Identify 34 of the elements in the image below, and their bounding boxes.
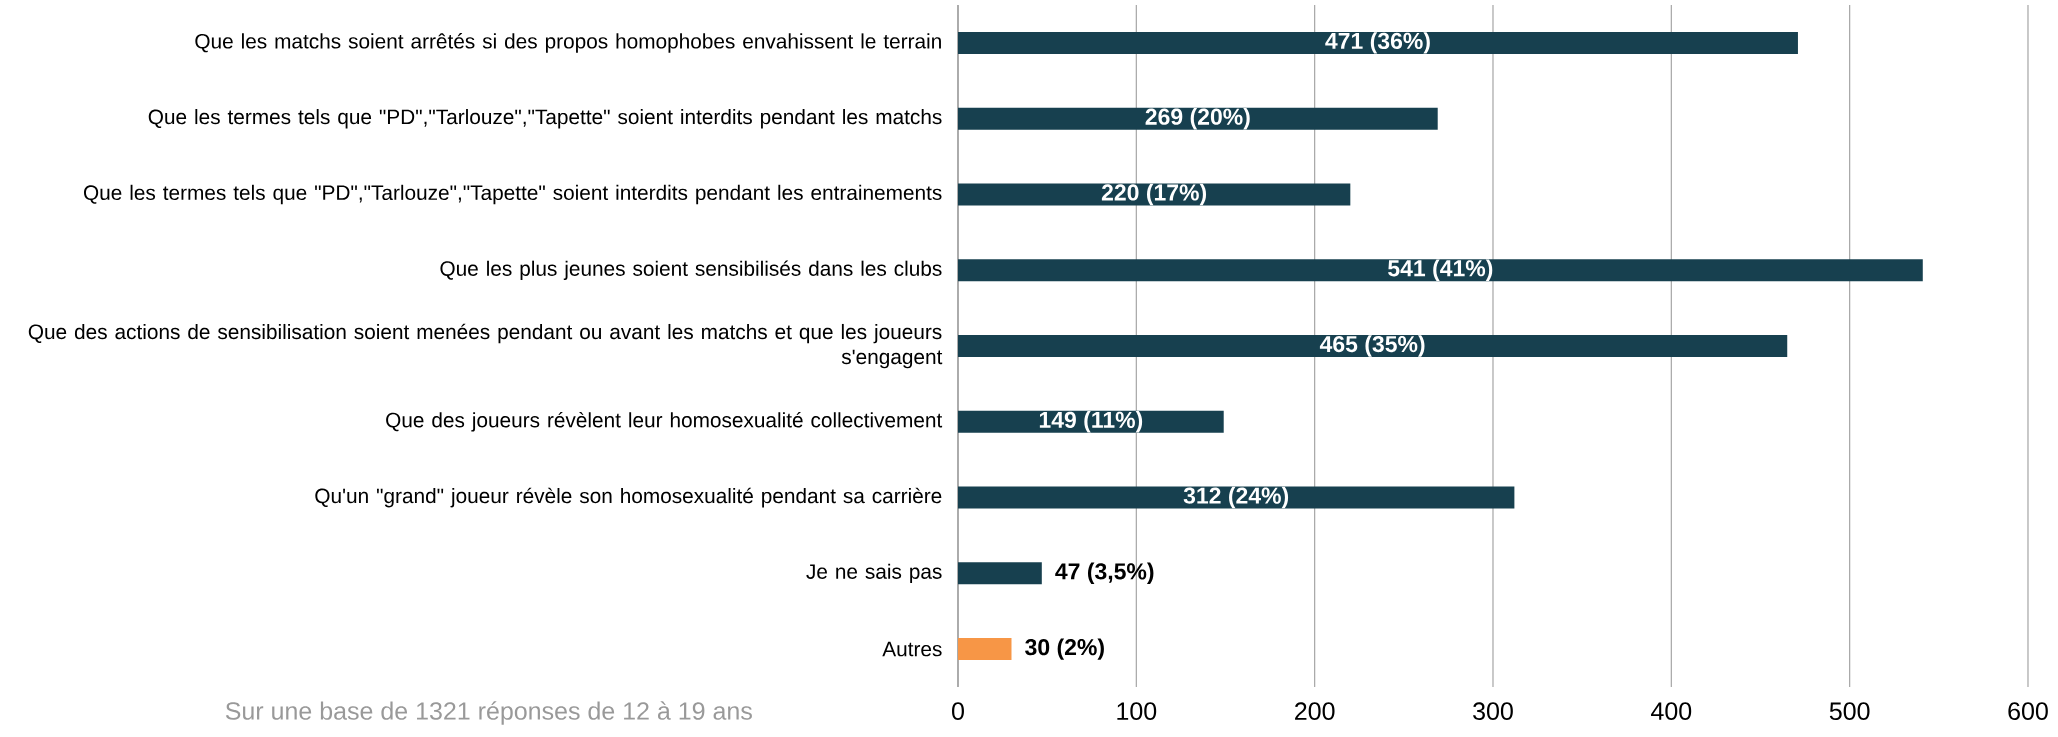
y-tick-label: Qu'un "grand" joueur révèle son homosexualité pendant sa carrière xyxy=(315,487,942,508)
data-label: 471 (36%) xyxy=(1325,32,1430,54)
data-label: 269 (20%) xyxy=(1145,107,1250,130)
bar xyxy=(958,335,1788,357)
x-tick-label: 400 xyxy=(1651,702,1692,721)
y-tick-label: Que les termes tels que "PD","Tarlouze","Tapette" soient interdits pendant les entrainements xyxy=(83,184,942,205)
bar xyxy=(958,259,1923,282)
data-label: 47 (3,5%) xyxy=(1055,562,1154,585)
data-label: 149 (11%) xyxy=(1039,411,1143,433)
x-tick-label: 600 xyxy=(2008,702,2048,721)
y-tick-label: Autres xyxy=(882,641,942,657)
y-tick-label: Que les matchs soient arrêtés si des propos homophobes envahissent le terrain xyxy=(195,33,941,53)
bar xyxy=(958,562,1042,585)
x-tick-label: 300 xyxy=(1473,702,1513,721)
data-label: 541 (41%) xyxy=(1388,259,1493,281)
data-label: 220 (17%) xyxy=(1101,183,1207,206)
data-label: 312 (24%) xyxy=(1183,486,1289,509)
bar xyxy=(958,107,1438,130)
data-label: 30 (2%) xyxy=(1025,638,1104,660)
x-tick-label: 500 xyxy=(1829,702,1870,721)
bar xyxy=(958,31,1798,54)
x-tick-label: 0 xyxy=(952,702,964,721)
bar xyxy=(958,638,1012,661)
y-tick-label: Que les plus jeunes soient sensibilisés dans les clubs xyxy=(440,260,942,281)
text: Sur une base de 1321 réponses de 12 à 19 ans xyxy=(225,701,752,725)
bar xyxy=(958,183,1351,206)
x-tick-label: 200 xyxy=(1295,702,1335,721)
y-tick-label: Que des joueurs révèlent leur homosexualité collectivement xyxy=(386,411,943,432)
x-tick-label: 100 xyxy=(1117,702,1157,721)
data-label: 465 (35%) xyxy=(1319,335,1425,357)
y-tick-label: Je ne sais pas xyxy=(806,563,942,584)
y-tick-label: Que des actions de sensibilisation soient menées pendant ou avant les matchs et que les joueurs s'engagent xyxy=(28,323,943,369)
y-tick-label: Que les termes tels que "PD","Tarlouze","Tapette" soient interdits pendant les matchs xyxy=(148,109,942,129)
bar xyxy=(958,486,1515,509)
